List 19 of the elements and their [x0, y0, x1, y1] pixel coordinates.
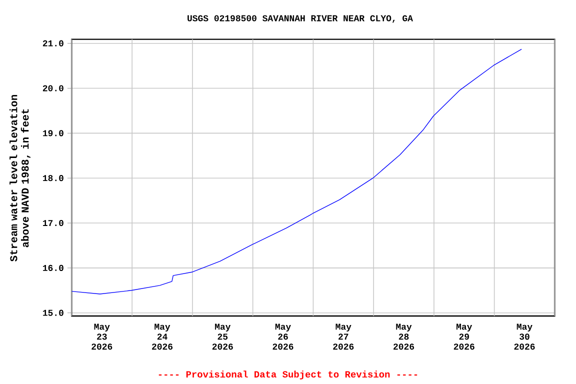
x-tick-label: May 23 2026 [92, 324, 112, 350]
x-tick-label: May 30 2026 [514, 324, 535, 350]
x-tick-label: May 29 2026 [454, 324, 474, 350]
x-tick-label: May 24 2026 [152, 324, 173, 350]
chart-title: USGS 02198500 SAVANNAH RIVER NEAR CLYO, GA [188, 15, 413, 23]
x-tick-label: May 27 2026 [333, 324, 354, 350]
x-tick-label: May 25 2026 [212, 324, 233, 350]
y-axis-title: Stream water level elevation above NAVD 1988, in feet [10, 94, 30, 262]
line-series [72, 48, 522, 294]
y-tick-label: 19.0 [43, 130, 64, 136]
x-tick-label: May 28 2026 [394, 324, 414, 350]
y-tick-label: 21.0 [42, 40, 64, 46]
y-tick-label: 20.0 [42, 85, 64, 92]
y-tick-label: 15.0 [43, 310, 64, 316]
y-tick-label: 17.0 [43, 220, 64, 226]
y-tick-label: 18.0 [43, 175, 64, 182]
text: ---- Provisional Data Subject to Revision ---- [158, 370, 418, 380]
x-tick-label: May 26 2026 [272, 324, 294, 350]
y-tick-label: 16.0 [43, 264, 64, 271]
